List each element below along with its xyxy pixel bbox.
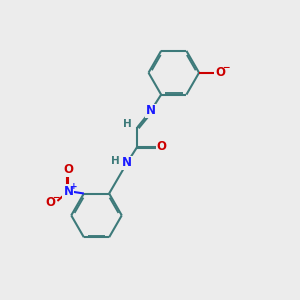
Text: O: O (215, 66, 225, 79)
Text: −: − (222, 63, 229, 72)
Text: −: − (52, 193, 59, 202)
Text: N: N (63, 184, 74, 198)
Text: N: N (122, 157, 132, 169)
Text: H: H (111, 156, 120, 166)
Text: N: N (146, 104, 156, 117)
Text: +: + (70, 182, 77, 190)
Text: H: H (124, 119, 132, 129)
Text: O: O (46, 196, 56, 209)
Text: O: O (157, 140, 167, 153)
Text: O: O (63, 163, 74, 176)
